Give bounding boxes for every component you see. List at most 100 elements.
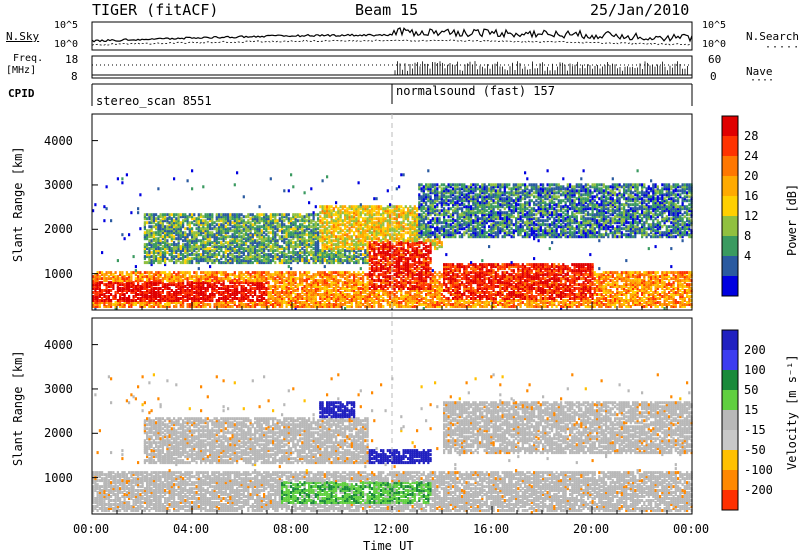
- heatmap-cell: [301, 231, 304, 235]
- heatmap-cell: [215, 219, 218, 223]
- heatmap-cell: [141, 297, 144, 300]
- heatmap-cell: [301, 255, 304, 259]
- heatmap-cell: [355, 235, 358, 239]
- heatmap-cell: [146, 255, 149, 259]
- heatmap-cell: [107, 281, 110, 285]
- heatmap-cell: [168, 247, 171, 251]
- heatmap-cell: [348, 215, 351, 219]
- heatmap-cell: [184, 231, 187, 235]
- heatmap-cell: [150, 295, 153, 298]
- heatmap-cell: [222, 283, 225, 287]
- heatmap-cell: [335, 235, 338, 239]
- heatmap-cell: [353, 211, 356, 215]
- heatmap-cell: [119, 299, 122, 302]
- heatmap-cell: [247, 253, 250, 257]
- heatmap-cell: [213, 305, 216, 308]
- heatmap-cell: [175, 237, 178, 241]
- heatmap-cell: [218, 231, 221, 235]
- heatmap-cell: [134, 291, 137, 294]
- heatmap-cell: [173, 221, 176, 225]
- heatmap-cell: [265, 257, 268, 261]
- heatmap-cell: [186, 251, 189, 255]
- heatmap-cell: [269, 239, 272, 243]
- heatmap-cell: [200, 289, 203, 292]
- heatmap-cell: [312, 261, 315, 265]
- heatmap-cell: [380, 279, 383, 283]
- heatmap-cell: [335, 305, 338, 308]
- heatmap-cell: [186, 303, 189, 306]
- heatmap-cell: [152, 273, 155, 277]
- heatmap-cell: [155, 245, 158, 249]
- heatmap-cell: [337, 293, 340, 296]
- heatmap-cell: [150, 287, 153, 290]
- heatmap-cell: [168, 243, 171, 247]
- heatmap-cell: [146, 293, 149, 296]
- heatmap-cell: [276, 297, 279, 300]
- heatmap-cell: [236, 293, 239, 296]
- heatmap-cell: [274, 297, 277, 300]
- heatmap-cell: [130, 211, 133, 215]
- heatmap-cell: [150, 245, 153, 249]
- heatmap-cell: [213, 251, 216, 255]
- heatmap-cell: [328, 261, 331, 265]
- heatmap-cell: [265, 301, 268, 304]
- heatmap-cell: [157, 289, 160, 292]
- heatmap-cell: [292, 245, 295, 249]
- heatmap-cell: [141, 285, 144, 288]
- heatmap-cell: [321, 221, 324, 225]
- heatmap-cell: [211, 233, 214, 237]
- heatmap-cell: [200, 287, 203, 290]
- heatmap-cell: [267, 231, 270, 235]
- heatmap-cell: [240, 301, 243, 304]
- heatmap-cell: [305, 279, 308, 283]
- heatmap-cell: [260, 273, 263, 277]
- heatmap-cell: [152, 261, 155, 265]
- heatmap-cell: [319, 273, 322, 277]
- heatmap-cell: [157, 225, 160, 229]
- heatmap-cell: [110, 289, 113, 292]
- heatmap-cell: [357, 239, 360, 243]
- heatmap-cell: [193, 237, 196, 241]
- heatmap-cell: [303, 241, 306, 245]
- heatmap-cell: [287, 281, 290, 285]
- heatmap-cell: [197, 279, 200, 283]
- heatmap-cell: [371, 243, 374, 247]
- heatmap-cell: [177, 247, 180, 251]
- heatmap-cell: [312, 223, 315, 227]
- heatmap-cell: [157, 253, 160, 257]
- heatmap-cell: [281, 255, 284, 259]
- heatmap-cell: [139, 271, 142, 275]
- heatmap-cell: [179, 231, 182, 235]
- heatmap-cell: [159, 235, 162, 239]
- heatmap-cell: [164, 233, 167, 237]
- heatmap-cell: [353, 275, 356, 279]
- heatmap-cell: [283, 215, 286, 219]
- heatmap-cell: [195, 219, 198, 223]
- heatmap-cell: [155, 273, 158, 277]
- heatmap-cell: [303, 233, 306, 237]
- heatmap-cell: [337, 273, 340, 277]
- heatmap-cell: [220, 297, 223, 300]
- heatmap-cell: [267, 255, 270, 259]
- heatmap-cell: [319, 251, 322, 255]
- heatmap-cell: [416, 273, 419, 277]
- heatmap-cell: [175, 297, 178, 300]
- heatmap-cell: [161, 285, 164, 288]
- heatmap-cell: [247, 277, 250, 281]
- heatmap-cell: [238, 229, 241, 233]
- heatmap-cell: [301, 239, 304, 243]
- heatmap-cell: [114, 277, 117, 281]
- heatmap-cell: [254, 223, 257, 227]
- heatmap-cell: [173, 223, 176, 227]
- heatmap-cell: [215, 259, 218, 263]
- heatmap-cell: [249, 221, 252, 225]
- heatmap-cell: [294, 271, 297, 275]
- heatmap-cell: [314, 247, 317, 251]
- heatmap-cell: [161, 221, 164, 225]
- heatmap-cell: [301, 283, 304, 287]
- heatmap-cell: [209, 297, 212, 300]
- heatmap-cell: [233, 295, 236, 298]
- heatmap-cell: [422, 253, 425, 257]
- heatmap-cell: [272, 243, 275, 247]
- heatmap-cell: [209, 285, 212, 288]
